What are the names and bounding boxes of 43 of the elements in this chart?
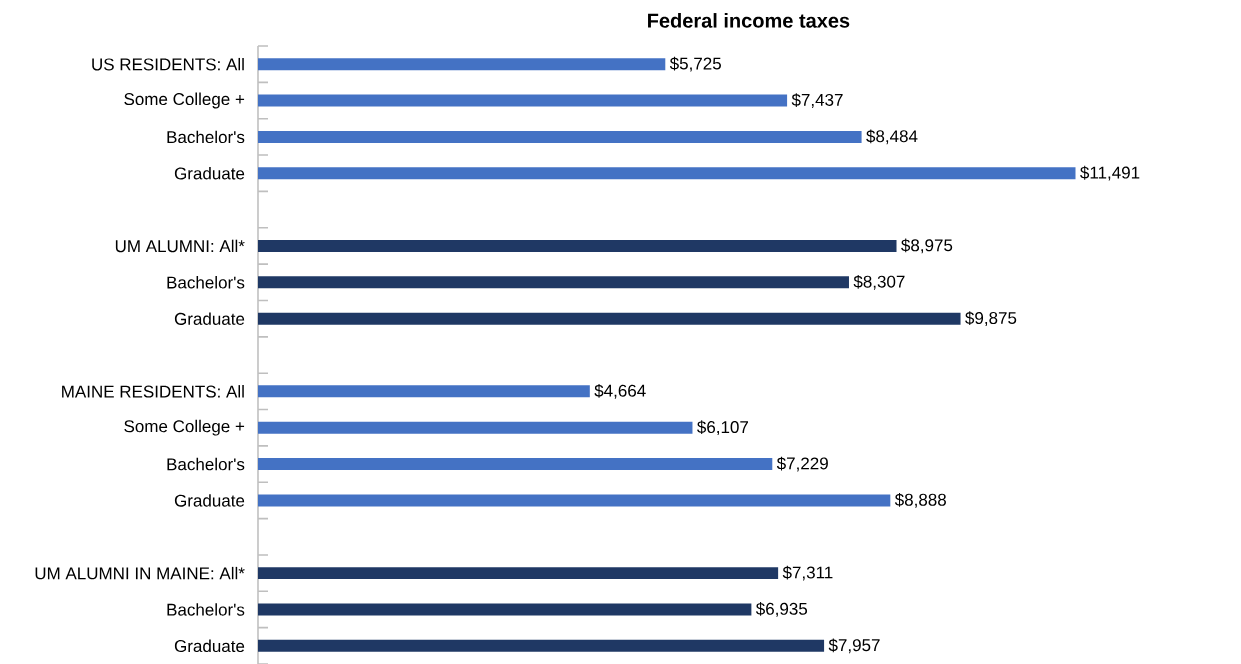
bar	[258, 94, 788, 107]
y-tick-label: Bachelor's	[167, 130, 245, 144]
data-label: $8,975	[901, 238, 953, 254]
bar	[258, 130, 862, 143]
y-tick-label: Bachelor's	[167, 457, 245, 471]
data-label: $8,307	[853, 274, 905, 290]
y-tick-label: UM ALUMNI IN MAINE: All*	[35, 566, 245, 580]
y-tick-label: MAINE RESIDENTS: All	[62, 385, 244, 398]
y-tick-label: Some College +	[124, 92, 245, 109]
data-label: $11,491	[1080, 165, 1140, 181]
data-label: $5,725	[669, 56, 721, 72]
chart-title: Federal income taxes	[648, 13, 850, 28]
y-tick-label: Graduate	[174, 166, 245, 180]
bar	[258, 567, 779, 580]
data-label: $8,888	[894, 493, 946, 508]
data-label: $6,935	[755, 602, 808, 617]
bar	[258, 458, 773, 471]
bar	[258, 312, 961, 325]
y-tick-label: Bachelor's	[167, 603, 245, 616]
bar	[258, 239, 897, 252]
bar	[258, 385, 590, 398]
y-tick-label: US RESIDENTS: All	[92, 57, 244, 71]
bar	[258, 603, 752, 616]
bar	[258, 167, 1076, 180]
y-tick-label: Bachelor's	[167, 276, 245, 289]
bar	[258, 276, 849, 289]
data-label: $7,311	[782, 565, 833, 581]
y-tick-label: Graduate	[174, 312, 245, 325]
bar	[258, 58, 666, 71]
y-tick-label: Some College +	[124, 419, 245, 436]
data-label: $6,107	[697, 420, 748, 436]
data-label: $8,484	[866, 129, 918, 145]
data-label: $9,875	[965, 311, 1017, 327]
data-label: $7,957	[828, 638, 880, 654]
data-label: $7,229	[776, 456, 828, 472]
bar	[258, 421, 693, 434]
y-tick-label: UM ALUMNI: All*	[115, 239, 245, 253]
y-tick-label: Graduate	[174, 494, 245, 507]
data-label: $4,664	[594, 383, 646, 399]
y-tick-label: Graduate	[174, 639, 245, 653]
bar	[258, 639, 825, 652]
data-label: $7,437	[791, 93, 843, 108]
bar	[258, 494, 891, 507]
